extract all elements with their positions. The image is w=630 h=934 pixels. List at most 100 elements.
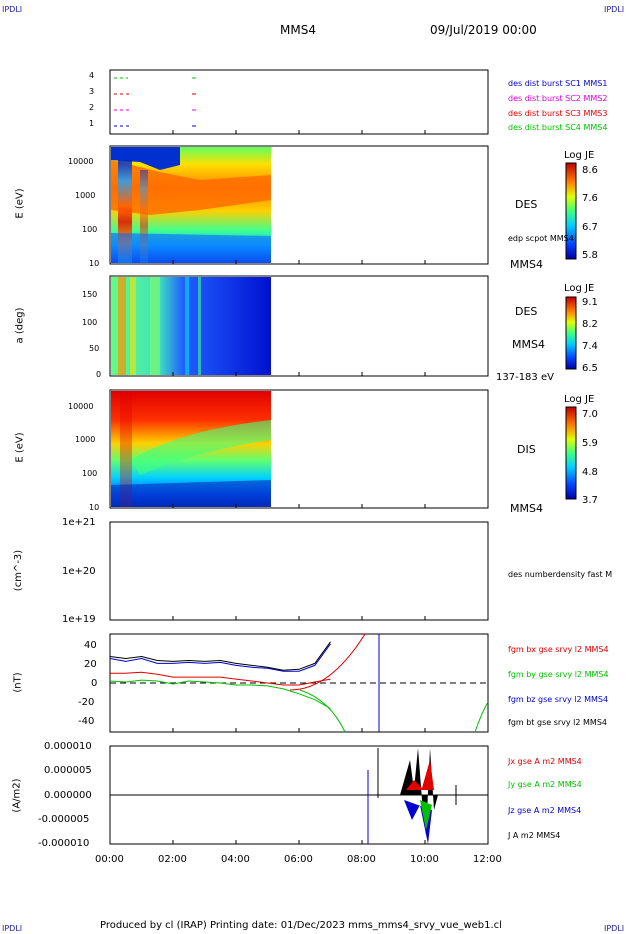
p2-ytick-10000: 10000 (68, 157, 94, 166)
p4-cb-tick-2: 5.9 (582, 438, 598, 449)
p3-ytick-150: 150 (82, 290, 98, 299)
p7-ytick-3: 0.000000 (44, 790, 92, 801)
p3-species: DES (515, 305, 538, 318)
p4-species: DIS (517, 443, 536, 456)
p1-ytick-1: 1 (89, 119, 95, 128)
p4-sc: MMS4 (510, 502, 543, 515)
p6-ytick-0: 0 (91, 678, 98, 689)
p6-legend-bz: fgm bz gse srvy l2 MMS4 (508, 695, 609, 704)
xtick-1000: 10:00 (410, 854, 439, 865)
p3-range: 137-183 eV (496, 372, 554, 383)
p2-ylabel: E (eV) (14, 188, 26, 219)
p3-ytick-50: 50 (89, 344, 100, 353)
p1-legend-2: des dist burst SC2 MMS2 (508, 94, 608, 103)
p5-ytick-2: 1e+20 (62, 566, 96, 577)
p1-ytick-4: 4 (89, 71, 95, 80)
p7-ytick-4: -0.000005 (38, 814, 90, 825)
p7-ytick-2: 0.000005 (44, 765, 92, 776)
series-line-2 (109, 679, 331, 709)
p1-legend-4: des dist burst SC4 MMS4 (508, 123, 608, 132)
p4-cb-tick-4: 3.7 (582, 495, 598, 506)
series-line-4 (109, 641, 331, 671)
p3-cb-title: Log JE (564, 283, 595, 294)
corner-label-tr: IPDLI (604, 5, 625, 14)
by-recover-line (474, 701, 489, 733)
p5-ytick-1: 1e+21 (62, 517, 96, 528)
p3-ylabel: a (deg) (14, 307, 26, 344)
p7-legend-jz: Jz gse A m2 MMS4 (508, 806, 582, 815)
p1-legend-1: des dist burst SC1 MMS1 (508, 79, 608, 88)
p7-ytick-5: -0.000010 (38, 838, 90, 849)
p2-cb-tick-3: 6.7 (582, 222, 598, 233)
p1-ytick-2: 2 (89, 103, 95, 112)
x-axis-ticks (109, 130, 489, 844)
p2-sc: MMS4 (510, 258, 543, 271)
p6-ytick-m40: -40 (78, 716, 95, 727)
panel2-heatmap (111, 147, 271, 263)
panel7-traces (110, 748, 488, 844)
p2-ytick-10: 10 (89, 259, 100, 268)
series-line-3 (109, 643, 331, 672)
p6-ytick-40: 40 (84, 640, 97, 651)
p6-ylabel: (nT) (12, 672, 24, 693)
p6-legend-by: fgm by gse srvy l2 MMS4 (508, 670, 609, 679)
p3-cb-tick-3: 7.4 (582, 341, 598, 352)
p7-ytick-1: 0.000010 (44, 741, 92, 752)
xtick-0600: 06:00 (284, 854, 313, 865)
p5-ytick-3: 1e+19 (62, 614, 96, 625)
panel4-heatmap (111, 391, 271, 507)
xtick-0200: 02:00 (158, 854, 187, 865)
p2-cb-tick-4: 5.8 (582, 250, 598, 261)
series-line-1 (110, 671, 331, 686)
p4-ytick-1000: 1000 (75, 435, 96, 444)
spacecraft-title: MMS4 (280, 23, 316, 37)
p1-ytick-3: 3 (89, 87, 95, 96)
corner-label-bl: IPDLI (2, 924, 23, 933)
p2-cb-title: Log JE (564, 150, 595, 161)
p7-legend-j: J A m2 MMS4 (508, 831, 561, 840)
p3-sc: MMS4 (512, 338, 545, 351)
date-title: 09/Jul/2019 00:00 (430, 23, 537, 37)
colorbar-panel3 (565, 296, 577, 370)
xtick-0800: 08:00 (347, 854, 376, 865)
p4-ylabel: E (eV) (14, 432, 26, 463)
p2-species: DES (515, 198, 538, 211)
corner-label-br: IPDLI (604, 924, 625, 933)
p2-cb-tick-2: 7.6 (582, 193, 598, 204)
p3-ytick-0: 0 (96, 370, 102, 379)
panel1-markers (114, 77, 196, 127)
colorbar-panel4 (565, 406, 577, 500)
p6-legend-bt: fgm bt gse srvy l2 MMS4 (508, 718, 607, 727)
p7-legend-jy: Jy gse A m2 MMS4 (508, 780, 582, 789)
p2-ytick-100: 100 (82, 225, 98, 234)
p5-ylabel: (cm^-3) (13, 549, 25, 592)
p3-cb-tick-4: 6.5 (582, 363, 598, 374)
panel1-frame (109, 69, 489, 135)
p2-extra: edp scpot MMS4 (508, 234, 574, 243)
p3-cb-tick-1: 9.1 (582, 297, 598, 308)
p4-ytick-10000: 10000 (68, 402, 94, 411)
xtick-0400: 04:00 (221, 854, 250, 865)
corner-label-tl: IPDLI (2, 5, 23, 14)
p7-ylabel: (A/m2) (11, 778, 23, 813)
footer-text: Produced by cl (IRAP) Printing date: 01/… (100, 920, 502, 931)
by-tail-line (299, 689, 346, 733)
xtick-1200: 12:00 (473, 854, 502, 865)
p4-ytick-10: 10 (89, 503, 100, 512)
colorbar-panel2 (565, 162, 577, 260)
panel5-frame (109, 521, 489, 621)
p2-ytick-1000: 1000 (75, 191, 96, 200)
bx-tail-line (289, 633, 366, 691)
p3-cb-tick-2: 8.2 (582, 319, 598, 330)
p1-legend-3: des dist burst SC3 MMS3 (508, 109, 608, 118)
p7-legend-jx: Jx gse A m2 MMS4 (508, 757, 582, 766)
p6-ytick-20: 20 (84, 659, 97, 670)
p5-legend: des numberdensity fast M (508, 570, 613, 579)
p6-legend-bx: fgm bx gse srvy l2 MMS4 (508, 645, 609, 654)
panel3-heatmap (111, 277, 271, 375)
p2-cb-tick-1: 8.6 (582, 165, 598, 176)
p3-ytick-100: 100 (82, 318, 98, 327)
p4-cb-title: Log JE (564, 394, 595, 405)
p4-ytick-100: 100 (82, 469, 98, 478)
xtick-0000: 00:00 (95, 854, 124, 865)
